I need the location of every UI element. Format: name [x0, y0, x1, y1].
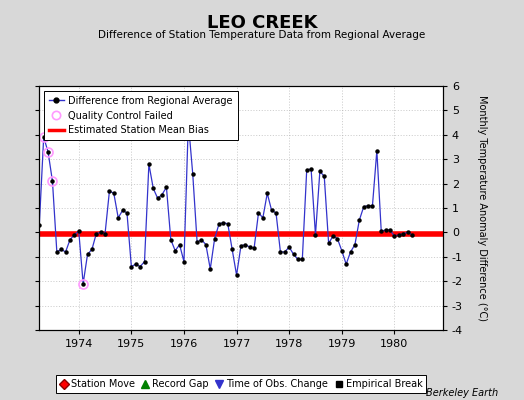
Legend: Difference from Regional Average, Quality Control Failed, Estimated Station Mean: Difference from Regional Average, Qualit…	[44, 91, 238, 140]
Legend: Station Move, Record Gap, Time of Obs. Change, Empirical Break: Station Move, Record Gap, Time of Obs. C…	[56, 375, 426, 393]
Text: Berkeley Earth: Berkeley Earth	[425, 388, 498, 398]
Text: LEO CREEK: LEO CREEK	[207, 14, 317, 32]
Text: Difference of Station Temperature Data from Regional Average: Difference of Station Temperature Data f…	[99, 30, 425, 40]
Y-axis label: Monthly Temperature Anomaly Difference (°C): Monthly Temperature Anomaly Difference (…	[477, 95, 487, 321]
